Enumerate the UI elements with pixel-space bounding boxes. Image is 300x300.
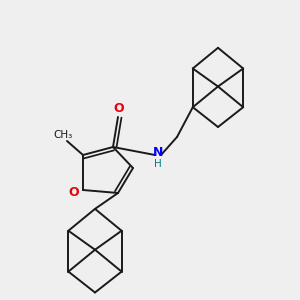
Text: O: O xyxy=(69,187,79,200)
Text: N: N xyxy=(153,146,163,160)
Text: CH₃: CH₃ xyxy=(53,130,73,140)
Text: O: O xyxy=(114,101,124,115)
Text: H: H xyxy=(154,159,162,169)
